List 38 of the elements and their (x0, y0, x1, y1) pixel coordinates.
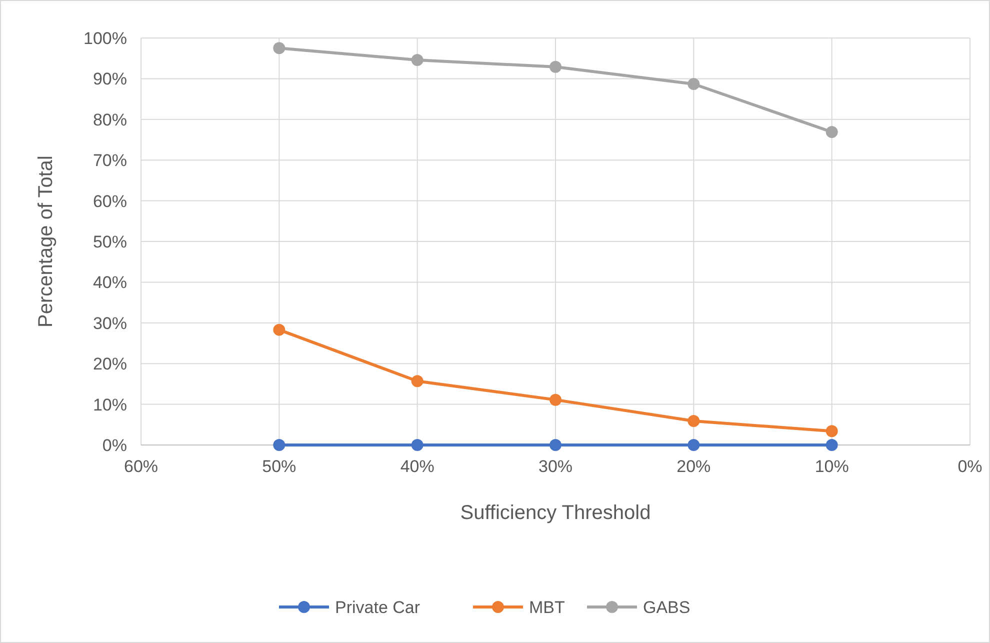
x-tick-label: 10% (814, 457, 849, 476)
x-tick-label: 40% (400, 457, 434, 476)
y-tick-label: 90% (92, 70, 127, 89)
point (411, 375, 424, 388)
y-tick-label: 20% (92, 354, 127, 374)
legend-label: Private Car (335, 598, 420, 617)
y-tick-label: 80% (92, 110, 127, 130)
point (273, 439, 286, 451)
y-tick-label: 30% (92, 314, 127, 333)
y-tick-label: 70% (92, 151, 127, 170)
y-tick-label: 0% (102, 436, 127, 455)
point (826, 425, 838, 438)
y-axis-title: Percentage of Total (35, 156, 57, 328)
y-tick-label: 100% (84, 28, 127, 48)
legend-label: MBT (529, 598, 565, 617)
point (688, 78, 700, 90)
x-tick-label: 0% (958, 457, 982, 476)
point (550, 394, 562, 406)
point (411, 439, 424, 451)
x-tick-label: 20% (676, 457, 711, 476)
point (688, 439, 700, 451)
y-tick-label: 60% (92, 192, 127, 211)
y-tick-label: 50% (92, 232, 127, 252)
point (550, 439, 562, 451)
point (411, 54, 424, 66)
x-axis-title: Sufficiency Threshold (460, 502, 651, 524)
legend-label: GABS (643, 598, 690, 617)
point (550, 60, 562, 73)
point (826, 439, 838, 451)
point (273, 324, 286, 336)
x-tick-label: 50% (262, 457, 296, 476)
point (273, 42, 286, 54)
point (688, 414, 700, 427)
point (826, 126, 838, 138)
x-tick-label: 60% (124, 457, 158, 476)
x-tick-label: 30% (538, 457, 573, 476)
y-tick-label: 10% (92, 395, 127, 414)
y-tick-label: 40% (92, 273, 127, 292)
